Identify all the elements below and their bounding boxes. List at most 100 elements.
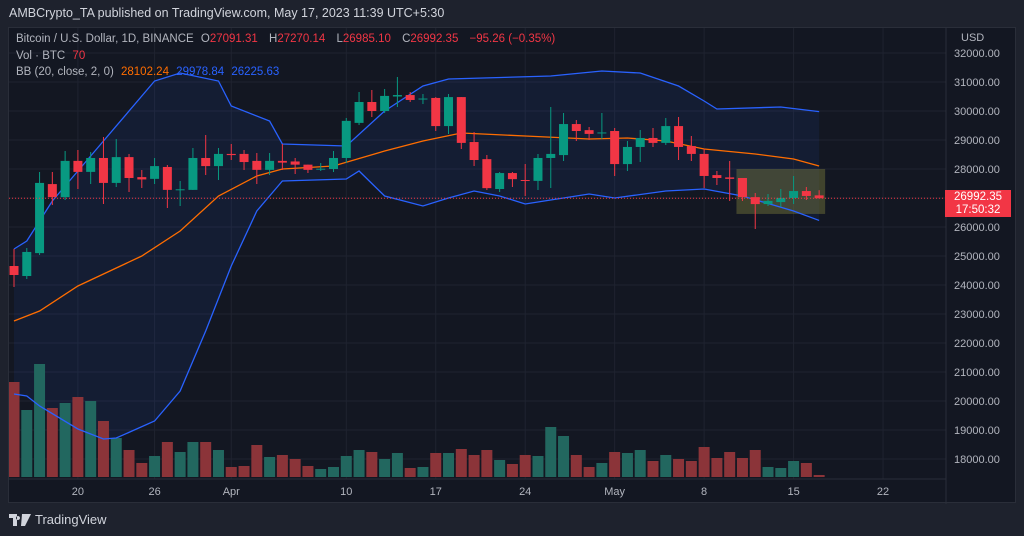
candle-body[interactable] — [750, 197, 760, 205]
time-tick-label: 8 — [701, 486, 707, 498]
volume-bar — [59, 403, 71, 477]
candle-body[interactable] — [431, 97, 441, 127]
candle-body[interactable] — [661, 126, 671, 143]
currency-label[interactable]: USD — [961, 32, 985, 44]
candle-body[interactable] — [201, 157, 211, 167]
candle-body[interactable] — [9, 266, 19, 275]
candle-body[interactable] — [265, 160, 275, 170]
candle-body[interactable] — [559, 124, 569, 156]
candle-body[interactable] — [597, 132, 607, 134]
candle-body[interactable] — [22, 251, 32, 277]
candle-body[interactable] — [648, 137, 658, 143]
candle-body[interactable] — [776, 198, 786, 203]
bb-legend[interactable]: BB (20, close, 2, 0) 28102.24 29978.84 2… — [16, 66, 283, 78]
volume-legend[interactable]: Vol · BTC 70 — [16, 50, 89, 62]
candle-body[interactable] — [73, 160, 83, 172]
candle-body[interactable] — [124, 157, 134, 178]
volume-bar — [647, 461, 659, 477]
candle-body[interactable] — [239, 153, 249, 163]
candle-body[interactable] — [341, 120, 351, 158]
candle-body[interactable] — [814, 195, 824, 199]
candle-body[interactable] — [635, 137, 645, 147]
candle-body[interactable] — [162, 166, 172, 190]
symbol-name[interactable]: Bitcoin / U.S. Dollar, 1D, BINANCE — [16, 33, 194, 45]
candle-body[interactable] — [226, 153, 236, 156]
close-label: C — [402, 33, 411, 45]
candle-body[interactable] — [150, 166, 160, 179]
volume-bar — [315, 469, 327, 477]
candle-body[interactable] — [35, 182, 45, 254]
candle-body[interactable] — [329, 157, 338, 169]
candle-body[interactable] — [60, 160, 70, 198]
price-tick-label: 23000.00 — [954, 309, 1000, 321]
candle-body[interactable] — [188, 157, 198, 190]
candle-body[interactable] — [737, 177, 747, 198]
brand-name: TradingView — [35, 512, 107, 527]
volume-label: Vol · BTC — [16, 50, 66, 62]
candle-body[interactable] — [418, 98, 428, 100]
candle-body[interactable] — [354, 102, 364, 123]
volume-bar — [85, 401, 97, 477]
candle-body[interactable] — [469, 142, 479, 161]
volume-bar — [187, 442, 199, 477]
volume-bar — [123, 450, 135, 477]
candle-body[interactable] — [175, 189, 185, 191]
candle-body[interactable] — [137, 177, 147, 180]
candle-body[interactable] — [686, 146, 696, 154]
candle-body[interactable] — [277, 160, 287, 163]
price-tick-label: 28000.00 — [954, 164, 1000, 176]
candle-body[interactable] — [47, 184, 57, 198]
candle-body[interactable] — [571, 124, 581, 132]
candle-body[interactable] — [380, 95, 390, 111]
candle-body[interactable] — [622, 146, 632, 165]
candle-body[interactable] — [482, 159, 492, 189]
price-tick-label: 25000.00 — [954, 251, 1000, 263]
volume-value: 70 — [72, 50, 86, 62]
time-tick-label: 10 — [340, 486, 352, 498]
volume-bar — [46, 408, 58, 477]
volume-bar — [110, 438, 122, 477]
candle-body[interactable] — [507, 173, 517, 180]
volume-bar — [621, 453, 633, 477]
last-price: 26992.35 — [954, 191, 1002, 203]
candle-body[interactable] — [213, 153, 223, 167]
candle-body[interactable] — [801, 191, 811, 196]
candle-body[interactable] — [444, 97, 454, 127]
volume-bar — [391, 453, 403, 477]
volume-bar — [609, 452, 621, 477]
volume-bar — [775, 468, 787, 477]
candle-body[interactable] — [699, 153, 709, 176]
candle-body[interactable] — [789, 191, 799, 198]
candle-body[interactable] — [584, 130, 594, 134]
volume-bar — [813, 475, 825, 477]
high-value: 27270.14 — [277, 33, 326, 45]
candle-body[interactable] — [725, 177, 735, 179]
volume-bar — [34, 364, 46, 477]
candle-body[interactable] — [98, 157, 108, 183]
candle-body[interactable] — [495, 173, 505, 190]
price-tick-label: 24000.00 — [954, 280, 1000, 292]
candle-body[interactable] — [520, 180, 530, 182]
candle-body[interactable] — [763, 200, 773, 205]
candle-body[interactable] — [86, 157, 96, 172]
price-tick-label: 32000.00 — [954, 48, 1000, 60]
candle-body[interactable] — [456, 97, 466, 143]
candle-body[interactable] — [610, 131, 620, 165]
candle-body[interactable] — [674, 126, 684, 147]
candle-body[interactable] — [252, 160, 262, 170]
price-chart[interactable]: 32000.00 31000.00 30000.00 29000.00 28000.00… — [9, 28, 1017, 504]
tradingview-logo[interactable]: TradingView — [9, 512, 107, 527]
volume-bar — [430, 453, 442, 477]
candle-body[interactable] — [367, 102, 377, 111]
candle-body[interactable] — [290, 161, 300, 165]
candle-body[interactable] — [316, 168, 326, 170]
chart-frame[interactable]: 32000.00 31000.00 30000.00 29000.00 28000.00… — [8, 27, 1017, 504]
candle-body[interactable] — [405, 95, 415, 100]
candle-body[interactable] — [533, 157, 543, 181]
price-tick-label: 31000.00 — [954, 77, 1000, 89]
candle-body[interactable] — [111, 157, 121, 183]
candle-body[interactable] — [546, 153, 556, 158]
candle-body[interactable] — [712, 175, 722, 178]
candle-body[interactable] — [303, 164, 313, 170]
candle-body[interactable] — [392, 95, 402, 97]
